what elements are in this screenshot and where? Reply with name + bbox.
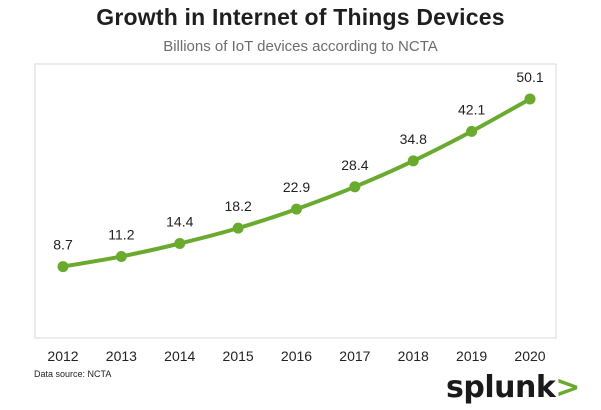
data-label-2015: 18.2 <box>225 198 252 214</box>
data-point-2020 <box>524 93 536 105</box>
x-tick-label-2018: 2018 <box>398 348 429 364</box>
data-label-2017: 28.4 <box>341 157 368 173</box>
data-point-2019 <box>466 125 478 137</box>
data-source-note: Data source: NCTA <box>34 369 112 379</box>
chart-title: Growth in Internet of Things Devices <box>96 4 505 30</box>
brand-wordmark: splunk <box>446 370 556 405</box>
data-point-2012 <box>57 261 69 273</box>
data-label-2016: 22.9 <box>283 179 310 195</box>
data-label-2013: 11.2 <box>108 226 134 242</box>
x-tick-label-2013: 2013 <box>106 348 137 364</box>
splunk-logo: splunk> <box>446 370 580 405</box>
data-point-2017 <box>349 181 361 193</box>
brand-chevron-icon: > <box>555 370 580 405</box>
data-label-2014: 14.4 <box>166 213 193 229</box>
plot-area-frame <box>34 63 557 339</box>
x-tick-label-2019: 2019 <box>456 348 487 364</box>
x-tick-label-2015: 2015 <box>223 348 254 364</box>
data-point-2013 <box>115 250 127 262</box>
x-tick-label-2020: 2020 <box>514 348 545 364</box>
data-label-2019: 42.1 <box>458 101 485 117</box>
data-point-2016 <box>291 203 302 215</box>
data-point-2014 <box>174 237 186 249</box>
x-tick-label-2012: 2012 <box>47 348 78 364</box>
x-tick-label-2016: 2016 <box>281 348 312 364</box>
x-tick-label-2017: 2017 <box>339 348 370 364</box>
x-tick-label-2014: 2014 <box>164 348 195 364</box>
data-point-2015 <box>232 222 244 234</box>
data-point-2018 <box>407 155 419 167</box>
data-label-2018: 34.8 <box>400 131 427 147</box>
data-label-2020: 50.1 <box>516 69 543 85</box>
data-label-2012: 8.7 <box>53 237 73 253</box>
chart-subtitle: Billions of IoT devices according to NCT… <box>163 38 438 55</box>
